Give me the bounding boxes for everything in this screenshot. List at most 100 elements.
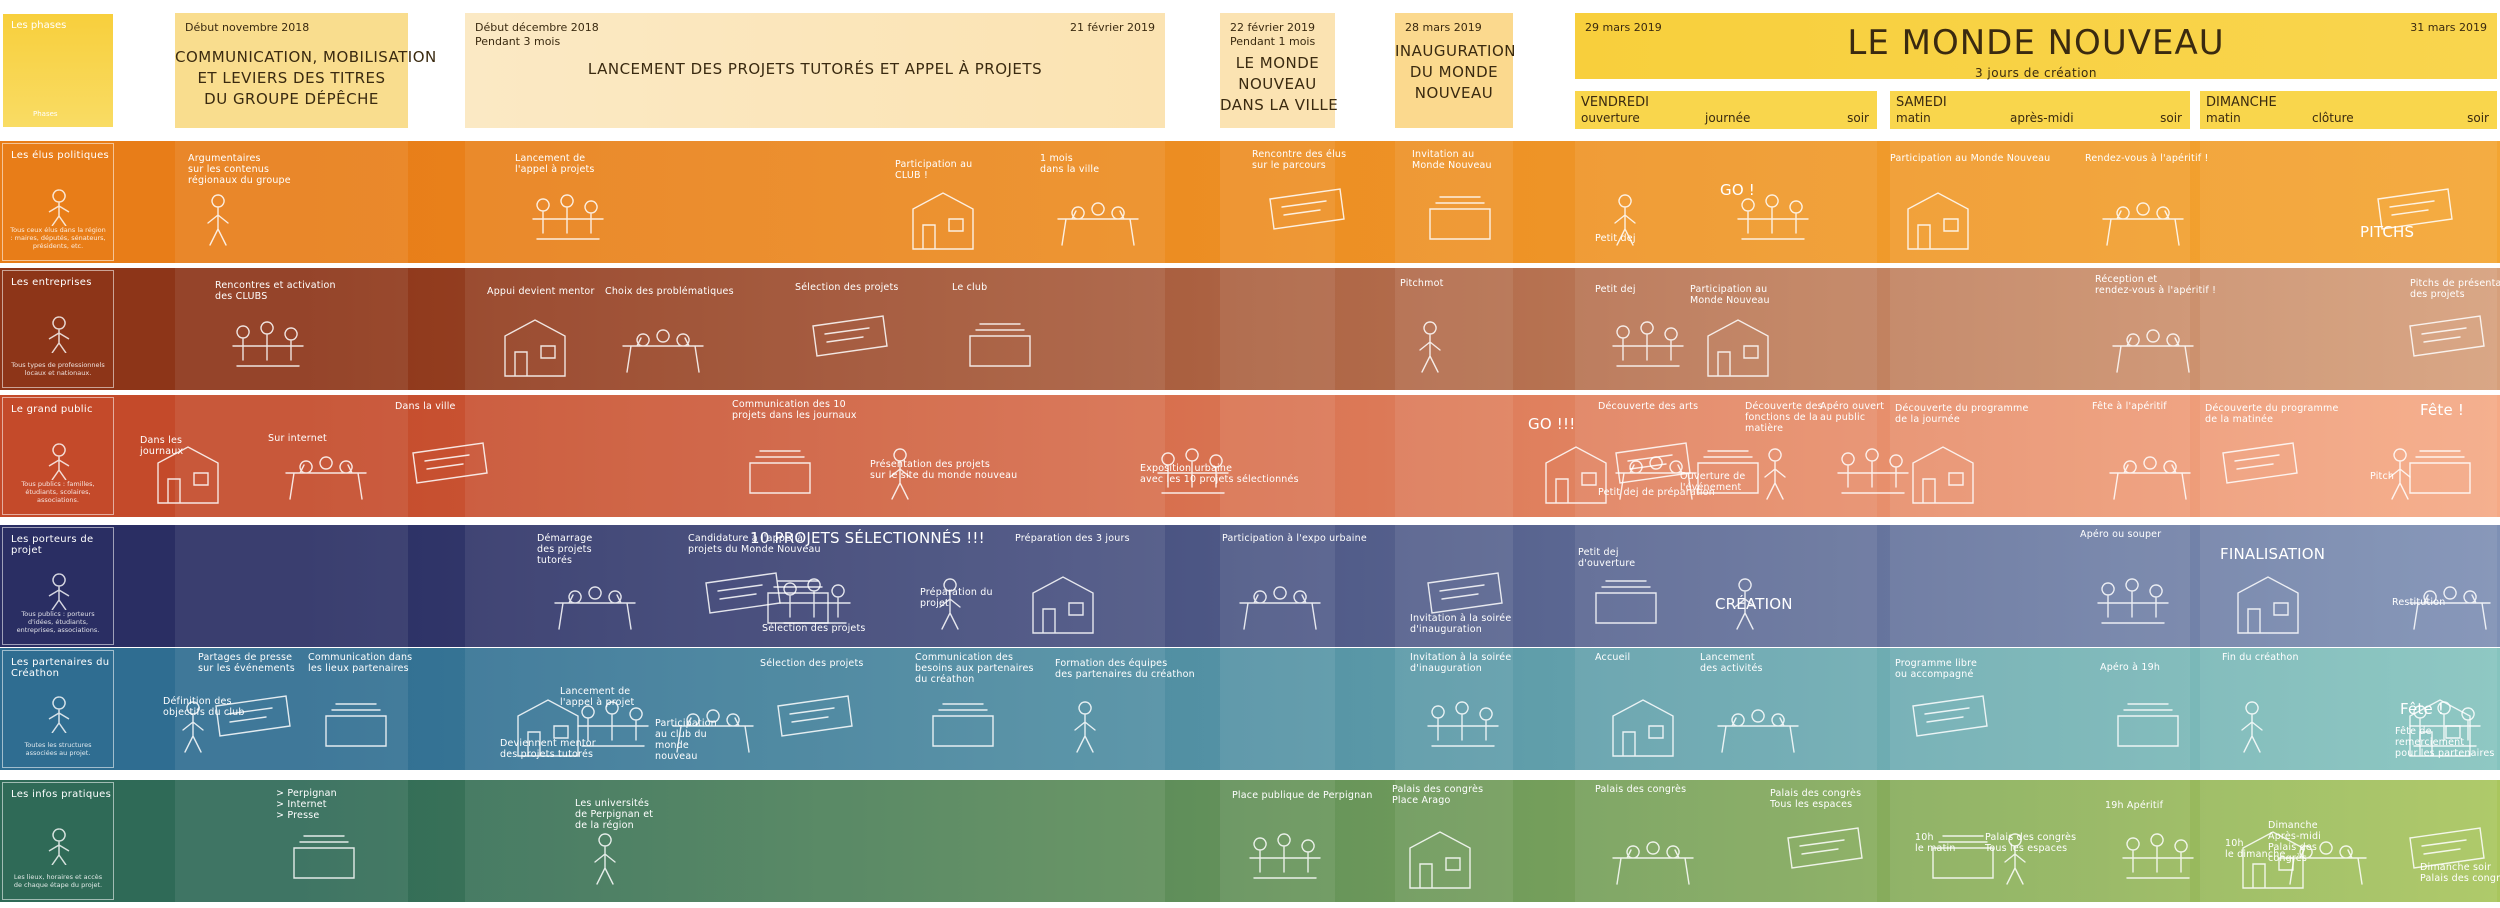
sign-sketch xyxy=(2409,827,2485,869)
phase-cell xyxy=(1890,648,2190,770)
phase-cell xyxy=(1575,525,1877,647)
swimlane-row: Les porteurs de projet Tous publics : por… xyxy=(0,525,2500,647)
phase-end-date: 31 mars 2019 xyxy=(2410,21,2487,34)
annotation-text: Les universités de Perpignan et de la ré… xyxy=(575,798,654,831)
annotation-text: Dans la ville xyxy=(395,401,456,412)
board-sketch xyxy=(2409,450,2471,494)
annotation-text: Découverte des arts xyxy=(1598,401,1699,412)
annotation-text: Rencontres et activation des CLUBS xyxy=(215,280,336,302)
group-sketch xyxy=(2409,701,2481,747)
building-sketch xyxy=(2409,699,2471,757)
table-sketch xyxy=(2112,329,2194,373)
row-title: Les infos pratiques xyxy=(11,789,112,800)
board-sketch xyxy=(749,450,811,494)
annotation-text: Pitchs de présentation des projets xyxy=(2410,278,2500,300)
row-label: Le grand public Tous publics : familles, … xyxy=(2,397,114,515)
phase-monde-nouveau: 29 mars 2019 31 mars 2019 LE MONDE NOUVE… xyxy=(1575,13,2497,80)
sketch-layer xyxy=(207,188,2453,250)
person-sketch xyxy=(207,194,229,246)
table-sketch xyxy=(622,329,704,373)
row-label: Les élus politiques Tous ceux élus dans l… xyxy=(2,143,114,261)
sign-sketch xyxy=(215,695,291,737)
phases-sublabel: Phases xyxy=(33,110,58,118)
phase-cell xyxy=(2200,780,2497,902)
sketch-layer xyxy=(554,572,2491,634)
phase-lancement: Début décembre 2018 Pendant 3 mois 21 fé… xyxy=(465,13,1165,128)
group-sketch xyxy=(1737,194,1809,240)
row-title: Le grand public xyxy=(11,404,93,415)
group-sketch xyxy=(1427,701,1499,747)
table-sketch xyxy=(554,586,636,630)
annotation-text: Apéro à 19h xyxy=(2100,662,2161,673)
building-sketch xyxy=(912,192,974,250)
person-sketch xyxy=(2389,448,2411,500)
day-vendredi: VENDREDI ouverture journée soir xyxy=(1575,91,1877,129)
main-subtitle: 3 jours de création xyxy=(1974,66,2098,80)
annotation-text: Dimanche Après-midi Palais des congrès xyxy=(2268,820,2322,864)
annotation-text: Lancement de l'appel à projets xyxy=(515,153,595,175)
annotation-text: 1 mois dans la ville xyxy=(1040,153,1100,175)
annotation-text: Communication des 10 projets dans les jo… xyxy=(732,399,857,421)
phase-cell xyxy=(2200,141,2497,263)
day-part: matin xyxy=(1896,111,1931,125)
annotation-text: Petit dej de préparation xyxy=(1598,487,1715,498)
phase-date: Début décembre 2018 xyxy=(475,21,599,34)
sketch-layer xyxy=(182,695,2481,757)
phase-date: 28 mars 2019 xyxy=(1405,21,1482,34)
annotation-text: Partages de presse sur les événements xyxy=(198,652,295,674)
sign-sketch xyxy=(2222,442,2298,484)
swimlane-row: Les partenaires du Créathon Toutes les st… xyxy=(0,648,2500,770)
day-dimanche: DIMANCHE matin clôture soir xyxy=(2200,91,2497,129)
day-name: DIMANCHE xyxy=(2206,95,2277,110)
building-sketch xyxy=(1409,831,1471,889)
row-description: Toutes les structures associées au proje… xyxy=(24,741,92,757)
annotation-text: Réception et rendez-vous à l'apéritif ! xyxy=(2095,274,2217,296)
group-sketch xyxy=(577,701,649,747)
phase-title: LANCEMENT DES PROJETS TUTORÉS ET APPEL À… xyxy=(587,60,1043,78)
phase-cell xyxy=(1395,648,1513,770)
annotation-text: Présentation des projets sur le site du … xyxy=(870,459,1018,481)
annotation-text: Ouverture de l'événement xyxy=(1680,471,1746,493)
phase-cell xyxy=(175,395,408,517)
row-label: Les partenaires du Créathon Toutes les st… xyxy=(2,650,114,768)
swimlane-row: Les élus politiques Tous ceux élus dans l… xyxy=(0,141,2500,263)
row-label: Les infos pratiques Les lieux, horaires e… xyxy=(2,782,114,900)
phase-title: COMMUNICATION, MOBILISATION ET LEVIERS D… xyxy=(175,48,437,108)
annotation-text: 10h le matin xyxy=(1915,832,1956,854)
annotation-text: Découverte du programme de la journée xyxy=(1895,403,2029,425)
phase-cell xyxy=(1220,648,1335,770)
sketch-layer xyxy=(293,827,2485,889)
annotation-text: Palais des congrès Place Arago xyxy=(1392,784,1484,806)
annotation-text: 10h le dimanche xyxy=(2225,838,2286,860)
annotation-text: Appui devient mentor xyxy=(487,286,595,297)
annotation-text: Découverte des fonctions de la matière xyxy=(1745,401,1823,434)
row-description: Les lieux, horaires et accès de chaque é… xyxy=(13,873,103,889)
annotation-text: Fête ! xyxy=(2420,401,2465,419)
phase-cell xyxy=(1395,395,1513,517)
sign-sketch xyxy=(2377,188,2453,230)
person-sketch xyxy=(182,701,204,753)
phase-cell xyxy=(1395,141,1513,263)
phase-cell xyxy=(175,525,408,647)
sign-sketch xyxy=(1269,188,1345,230)
phase-title: LE MONDE NOUVEAU DANS LA VILLE xyxy=(1220,54,1339,114)
phase-cell xyxy=(1890,525,2190,647)
phase-cell xyxy=(1395,268,1513,390)
phase-date: 22 février 2019 xyxy=(1230,21,1316,34)
person-sketch xyxy=(2004,833,2026,885)
annotation-text: Place publique de Perpignan xyxy=(1232,790,1373,801)
row-title: Les élus politiques xyxy=(11,150,110,161)
phase-cell xyxy=(2200,525,2497,647)
board-sketch xyxy=(325,703,387,747)
board-sketch xyxy=(1697,450,1759,494)
annotation-text: Formation des équipes des partenaires du… xyxy=(1055,658,1195,680)
person-sketch xyxy=(2241,701,2263,753)
annotation-text: Fête à l'apéritif xyxy=(2092,401,2167,412)
phase-cell xyxy=(2200,648,2497,770)
phase-cell xyxy=(2200,395,2497,517)
table-sketch xyxy=(2285,841,2367,885)
phase-duration: Pendant 1 mois xyxy=(1230,35,1316,48)
phase-cell xyxy=(465,141,1165,263)
day-samedi: SAMEDI matin après-midi soir xyxy=(1890,91,2190,129)
sign-sketch xyxy=(2409,315,2485,357)
